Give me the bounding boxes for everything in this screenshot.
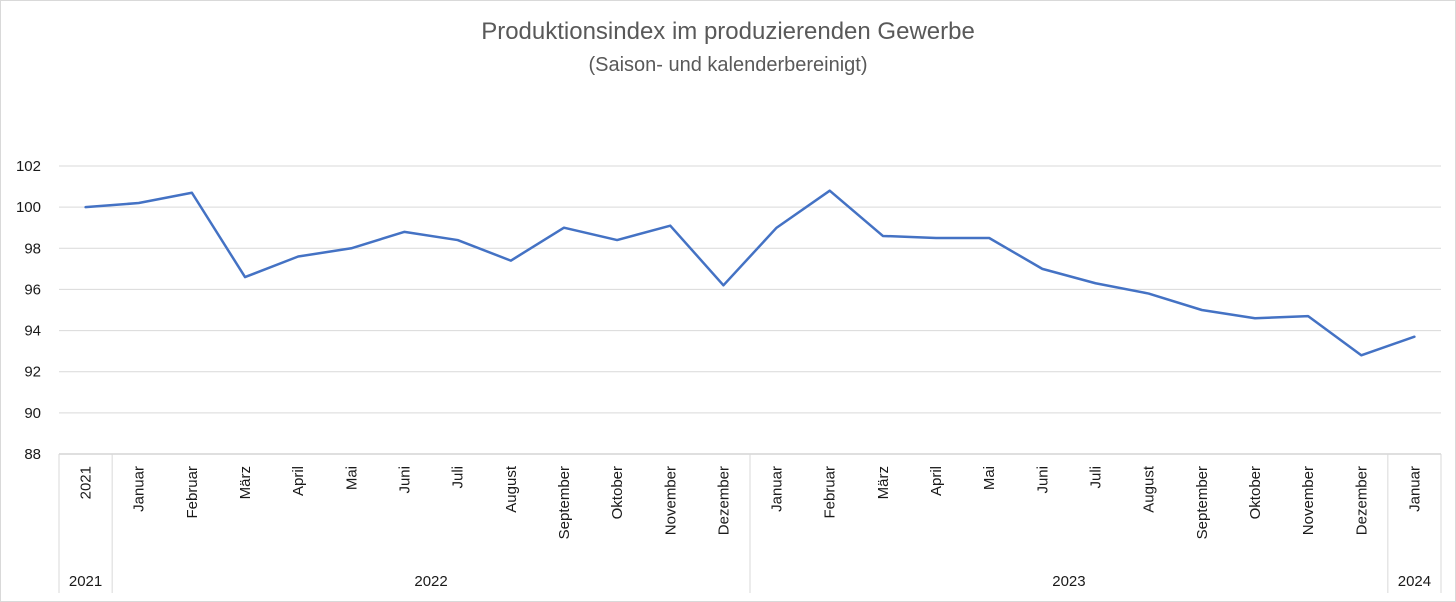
year-group-label: 2023: [1052, 573, 1085, 590]
x-tick-label: Juni: [1034, 466, 1051, 494]
y-tick-label: 100: [16, 199, 41, 216]
series: [84, 189, 1416, 357]
y-tick-label: 88: [24, 446, 41, 463]
y-tick-label: 96: [24, 281, 41, 298]
series-line: [84, 189, 1416, 357]
chart-title: Produktionsindex im produzierenden Gewer…: [481, 18, 975, 45]
x-tick-label: März: [237, 466, 254, 499]
y-axis-ticks: 102 100 98 96 94 92 90 88: [16, 158, 41, 463]
x-tick-label: Mai: [981, 466, 998, 490]
x-tick-label: April: [290, 466, 307, 496]
x-tick-label: März: [875, 466, 892, 499]
x-tick-label: Dezember: [715, 466, 732, 535]
x-axis-categories: 2021 Januar Februar März April Mai Juni Juli Aug…: [78, 465, 1424, 539]
x-tick-label: November: [1300, 466, 1317, 535]
x-tick-label: Februar: [822, 466, 839, 519]
x-tick-label: September: [556, 466, 573, 539]
x-tick-label: August: [1141, 465, 1158, 513]
y-tick-label: 98: [24, 240, 41, 257]
x-tick-label: Februar: [184, 466, 201, 519]
x-tick-label: 2021: [78, 466, 95, 499]
x-axis-years: 2021 2022 2023 2024: [58, 454, 1442, 593]
year-group-label: 2024: [1398, 573, 1431, 590]
gridlines: [59, 165, 1441, 455]
x-tick-label: Oktober: [1247, 466, 1264, 519]
y-tick-label: 94: [24, 323, 41, 340]
x-tick-label: Juli: [450, 466, 467, 489]
y-tick-label: 92: [24, 364, 41, 381]
x-tick-label: Oktober: [609, 466, 626, 519]
x-tick-label: Januar: [1406, 466, 1423, 512]
y-tick-label: 90: [24, 405, 41, 422]
x-tick-label: April: [928, 466, 945, 496]
year-group-label: 2021: [69, 573, 102, 590]
x-tick-label: Juni: [397, 466, 414, 494]
year-group-label: 2022: [414, 573, 447, 590]
y-tick-label: 102: [16, 158, 41, 175]
x-tick-label: Januar: [131, 466, 148, 512]
x-tick-label: September: [1194, 466, 1211, 539]
x-tick-label: August: [503, 465, 520, 513]
x-tick-label: Dezember: [1353, 466, 1370, 535]
x-tick-label: Januar: [769, 466, 786, 512]
x-tick-label: November: [662, 466, 679, 535]
x-tick-label: Juli: [1088, 466, 1105, 489]
chart-subtitle: (Saison- und kalenderbereinigt): [588, 54, 867, 76]
x-tick-label: Mai: [343, 466, 360, 490]
